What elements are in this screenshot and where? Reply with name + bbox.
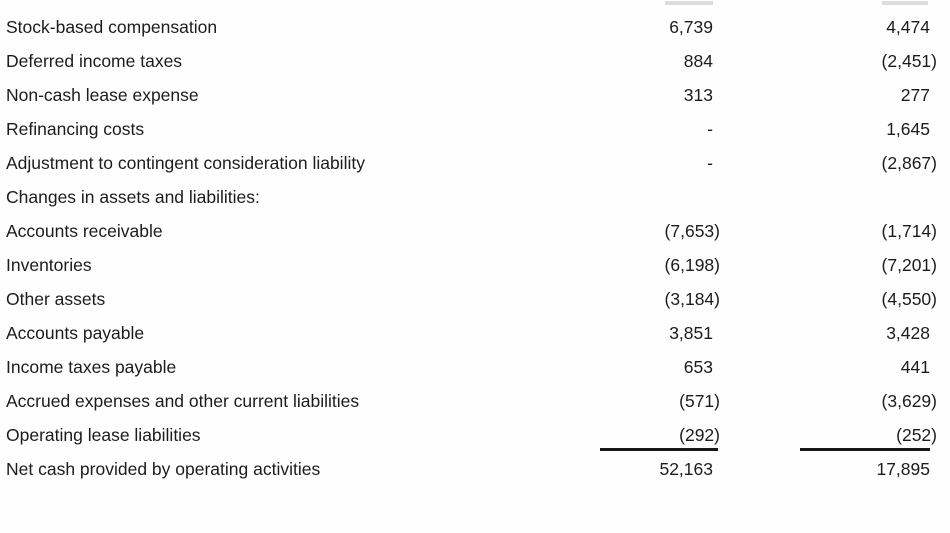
amount-col1: 3,851 bbox=[669, 323, 713, 343]
amount-col1: (571) bbox=[679, 391, 720, 411]
line-item-row: Inventories (6,198) (7,201) bbox=[6, 248, 937, 282]
amount-col1: (7,653) bbox=[664, 221, 720, 241]
line-item-row: Deferred income taxes 884 (2,451) bbox=[6, 44, 937, 78]
amount-col1: (292) bbox=[570, 418, 720, 452]
line-item-label: Net cash provided by operating activitie… bbox=[6, 459, 321, 479]
line-item-row: Operating lease liabilities (292) (252) bbox=[6, 418, 937, 452]
line-item-label: Other assets bbox=[6, 289, 106, 309]
amount-col1: 313 bbox=[683, 85, 713, 105]
total-row: Net cash provided by operating activitie… bbox=[6, 452, 937, 486]
line-item-label: Accrued expenses and other current liabi… bbox=[6, 391, 360, 411]
line-item-row: Accounts receivable (7,653) (1,714) bbox=[6, 214, 937, 248]
amount-col1: (3,184) bbox=[664, 289, 720, 309]
section-heading-row: Changes in assets and liabilities: bbox=[6, 180, 937, 214]
line-item-label: Accounts receivable bbox=[6, 221, 163, 241]
amount-col1: 6,739 bbox=[669, 17, 713, 37]
amount-col2: (4,550) bbox=[881, 289, 937, 309]
line-item-label: Amortization of debt issuance costs bbox=[6, 0, 570, 10]
line-item-row: Refinancing costs - 1,645 bbox=[6, 112, 937, 146]
line-item-label: Non-cash lease expense bbox=[6, 85, 199, 105]
line-item-label: Income taxes payable bbox=[6, 357, 177, 377]
amount-col2: 4,474 bbox=[886, 17, 930, 37]
line-item-row: Adjustment to contingent consideration l… bbox=[6, 146, 937, 180]
line-item-row: Non-cash lease expense 313 277 bbox=[6, 78, 937, 112]
line-item-label: Accounts payable bbox=[6, 323, 145, 343]
amount-col2: (2,867) bbox=[881, 153, 937, 173]
amount-col2 bbox=[720, 180, 937, 214]
line-item-row: Amortization of debt issuance costs bbox=[6, 0, 937, 10]
line-item-row: Income taxes payable 653 441 bbox=[6, 350, 937, 384]
amount-col1: - bbox=[707, 153, 713, 173]
line-items: Stock-based compensation 6,739 4,474 Def… bbox=[6, 10, 937, 486]
line-item-label: Operating lease liabilities bbox=[6, 425, 201, 445]
amount-col1: (6,198) bbox=[664, 255, 720, 275]
amount-col1: - bbox=[707, 119, 713, 139]
line-item-label: Changes in assets and liabilities: bbox=[6, 187, 260, 207]
line-item-label: Adjustment to contingent consideration l… bbox=[6, 153, 365, 173]
line-item-label: Inventories bbox=[6, 255, 92, 275]
amount-col1: 884 bbox=[683, 51, 713, 71]
line-item-label: Refinancing costs bbox=[6, 119, 145, 139]
line-item-label: Stock-based compensation bbox=[6, 17, 218, 37]
line-item-row: Stock-based compensation 6,739 4,474 bbox=[6, 10, 937, 44]
line-item-row: Accounts payable 3,851 3,428 bbox=[6, 316, 937, 350]
amount-col2: 17,895 bbox=[876, 459, 930, 479]
amount-col1: 653 bbox=[683, 357, 713, 377]
amount-col2: (1,714) bbox=[881, 221, 937, 241]
line-item-row: Other assets (3,184) (4,550) bbox=[6, 282, 937, 316]
amount-col1: 52,163 bbox=[659, 459, 713, 479]
amount-col2: (2,451) bbox=[881, 51, 937, 71]
line-item-label: Deferred income taxes bbox=[6, 51, 183, 71]
line-item-row: Accrued expenses and other current liabi… bbox=[6, 384, 937, 418]
amount-col2: (252) bbox=[720, 418, 937, 452]
amount-col2: 1,645 bbox=[886, 119, 930, 139]
amount-col2: (3,629) bbox=[881, 391, 937, 411]
amount-col2: 3,428 bbox=[886, 323, 930, 343]
amount-col1 bbox=[570, 180, 720, 214]
amount-col2: (7,201) bbox=[881, 255, 937, 275]
amount-col2: 277 bbox=[900, 85, 930, 105]
amount-col2: 441 bbox=[900, 357, 930, 377]
clipped-number-remnant bbox=[570, 0, 720, 10]
clipped-number-remnant bbox=[720, 0, 937, 10]
clipped-partial-row: Amortization of debt issuance costs bbox=[6, 0, 937, 10]
